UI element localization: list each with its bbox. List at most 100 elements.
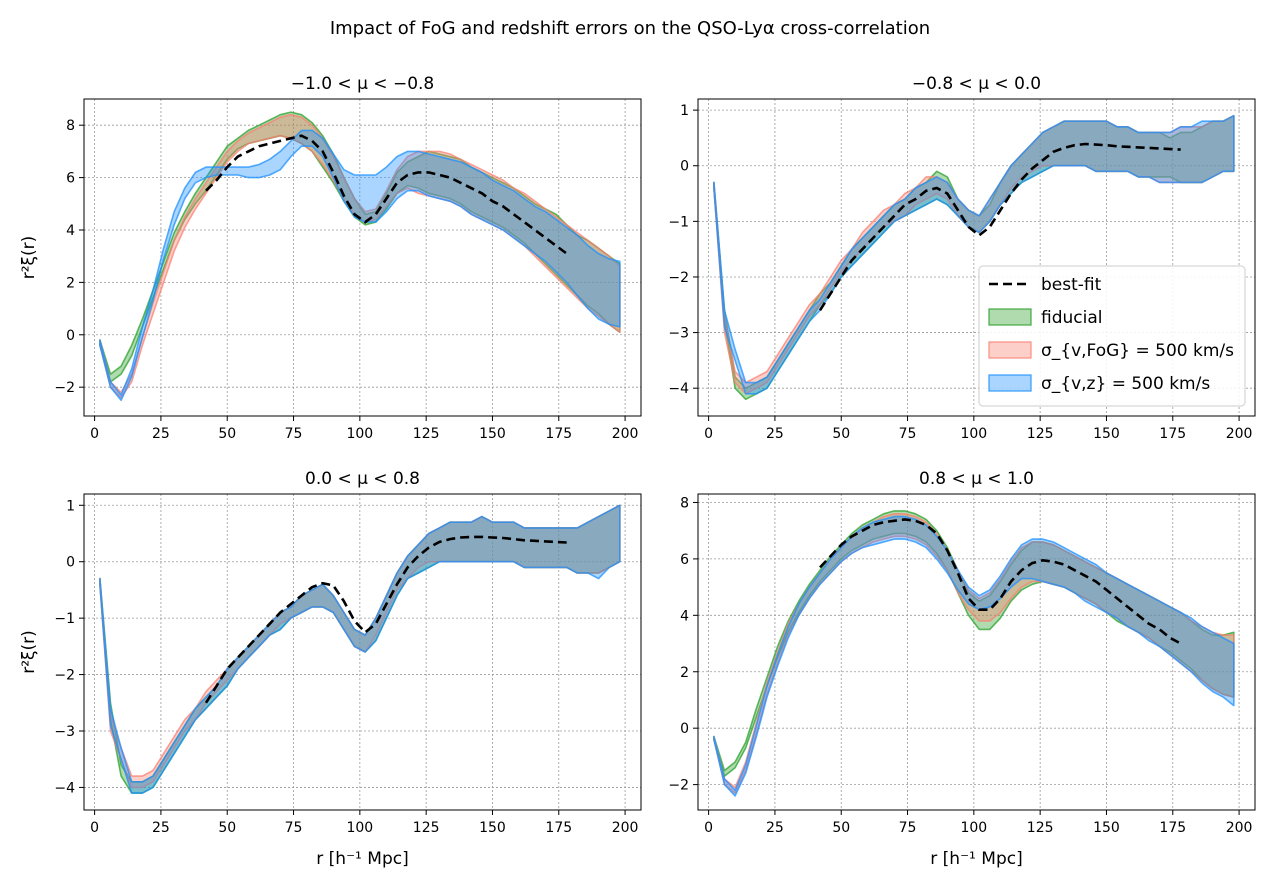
y-tick-label: −2 (668, 270, 689, 286)
y-tick-label: −1 (54, 611, 75, 627)
x-tick-label: 25 (766, 820, 784, 836)
x-tick-label: 125 (1027, 820, 1054, 836)
panel-title: 0.8 < μ < 1.0 (919, 469, 1034, 489)
y-tick-label: 8 (680, 495, 689, 511)
plot-area (713, 510, 1235, 797)
x-tick-label: 100 (346, 820, 373, 836)
x-tick-label: 125 (1027, 426, 1054, 442)
x-tick-label: 125 (413, 426, 440, 442)
panel-1: 0 25 50 75 100 125 150 175 200 −2 0 2 4 6 8 −1.0 < μ < … (19, 74, 642, 442)
legend-entry-label: fiducial (1041, 308, 1102, 328)
y-tick-label: −1 (668, 214, 689, 230)
x-tick-label: 75 (285, 426, 303, 442)
legend-box (978, 265, 1246, 407)
y-tick-label: 2 (66, 275, 75, 291)
band-zerr (713, 114, 1235, 395)
x-tick-label: 150 (479, 820, 506, 836)
axes-frame (697, 98, 1256, 417)
x-tick-label: 25 (152, 426, 170, 442)
y-tick-label: 0 (66, 555, 75, 571)
x-tick-label: 0 (704, 820, 713, 836)
x-tick-label: 50 (832, 426, 850, 442)
legend-swatch (988, 341, 1032, 359)
y-axis-label: r²ξ(r) (19, 630, 39, 674)
x-tick-label: 125 (413, 820, 440, 836)
panel-title: 0.0 < μ < 0.8 (305, 469, 420, 489)
x-tick-label: 100 (346, 426, 373, 442)
legend-entry-label: σ_{v,z} = 500 km/s (1041, 374, 1210, 394)
x-tick-label: 75 (899, 426, 917, 442)
y-tick-label: 4 (680, 608, 689, 624)
axes-frame (83, 98, 642, 417)
x-tick-label: 200 (612, 426, 639, 442)
legend-entry-label: σ_{v,FoG} = 500 km/s (1041, 341, 1234, 361)
band-zerr (713, 515, 1235, 797)
y-tick-label: −4 (54, 780, 75, 796)
y-tick-label: −4 (668, 381, 689, 397)
axes-frame (83, 493, 642, 811)
axes-frame (697, 493, 1256, 811)
x-tick-label: 25 (152, 820, 170, 836)
x-axis-label: r [h⁻¹ Mpc] (930, 849, 1022, 869)
panel-4: 0 25 50 75 100 125 150 175 200 −2 0 2 4 6 8 0.8 < μ < 1… (668, 469, 1256, 869)
legend-swatch (988, 308, 1032, 326)
x-tick-label: 100 (960, 426, 987, 442)
figure-suptitle: Impact of FoG and redshift errors on the… (330, 18, 930, 39)
y-tick-label: 1 (66, 498, 75, 514)
y-tick-label: 1 (680, 103, 689, 119)
panel-title: −1.0 < μ < −0.8 (291, 74, 434, 94)
plot-area (99, 111, 621, 402)
x-tick-label: 200 (612, 820, 639, 836)
x-tick-label: 175 (545, 820, 572, 836)
y-tick-label: −2 (54, 668, 75, 684)
y-tick-label: −3 (668, 326, 689, 342)
x-tick-label: 200 (1226, 820, 1253, 836)
x-tick-label: 200 (1226, 426, 1253, 442)
x-tick-label: 150 (1093, 426, 1120, 442)
x-axis-label: r [h⁻¹ Mpc] (316, 849, 408, 869)
x-tick-label: 0 (90, 426, 99, 442)
y-tick-label: 6 (680, 552, 689, 568)
y-tick-label: 0 (680, 721, 689, 737)
legend-entry-label: best-fit (1041, 275, 1102, 295)
legend-swatch (988, 374, 1032, 392)
y-tick-label: −2 (668, 778, 689, 794)
legend: best-fit fiducial σ_{v,FoG} = 500 km/s σ_{v… (978, 265, 1246, 407)
band-zerr (99, 504, 621, 794)
x-tick-label: 25 (766, 426, 784, 442)
y-tick-label: 2 (680, 665, 689, 681)
band-fog (99, 113, 621, 399)
x-tick-label: 75 (899, 820, 917, 836)
y-tick-label: 8 (66, 118, 75, 134)
x-tick-label: 0 (90, 820, 99, 836)
bestfit-line (205, 134, 568, 255)
y-tick-label: 0 (66, 328, 75, 344)
y-tick-label: 6 (66, 171, 75, 187)
panel-3: 0 25 50 75 100 125 150 175 200 −4 −3 −2 −1 0 1 0.0 < μ … (19, 469, 642, 869)
x-tick-label: 50 (218, 426, 236, 442)
y-tick-label: 0 (680, 159, 689, 175)
x-tick-label: 175 (1159, 426, 1186, 442)
x-tick-label: 150 (1093, 820, 1120, 836)
x-tick-label: 50 (832, 820, 850, 836)
x-tick-label: 75 (285, 820, 303, 836)
y-tick-label: 4 (66, 223, 75, 239)
x-tick-label: 0 (704, 426, 713, 442)
bestfit-line (818, 142, 1181, 311)
panel-title: −0.8 < μ < 0.0 (912, 74, 1041, 94)
y-tick-label: −2 (54, 380, 75, 396)
plot-area (99, 504, 621, 794)
x-tick-label: 50 (218, 820, 236, 836)
x-tick-label: 150 (479, 426, 506, 442)
x-tick-label: 175 (545, 426, 572, 442)
bestfit-line (204, 535, 567, 704)
y-tick-label: −3 (54, 724, 75, 740)
x-tick-label: 100 (960, 820, 987, 836)
band-zerr (99, 129, 621, 402)
bestfit-line (819, 518, 1182, 645)
x-tick-label: 175 (1159, 820, 1186, 836)
grid (84, 99, 641, 416)
y-axis-label: r²ξ(r) (19, 236, 39, 280)
